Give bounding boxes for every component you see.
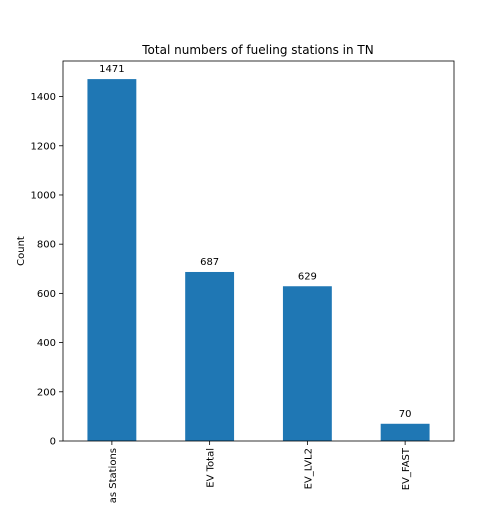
x-axis: Gas Stations EV Total EV_LVL2 EV_FAST bbox=[108, 441, 412, 508]
y-tick-label: 1200 bbox=[31, 141, 56, 152]
x-tick-label: EV_LVL2 bbox=[303, 448, 314, 489]
plot-frame bbox=[62, 60, 455, 442]
y-axis: 0 200 400 600 800 1000 1200 1400 bbox=[31, 92, 63, 448]
x-tick-label: Gas Stations bbox=[108, 448, 119, 504]
data-label: 70 bbox=[399, 409, 412, 420]
y-tick-label: 1000 bbox=[31, 190, 56, 201]
x-tick-label: EV Total bbox=[206, 448, 217, 488]
bar-ev-fast bbox=[380, 423, 430, 441]
bar-ev-lvl2 bbox=[282, 286, 332, 441]
data-label: 687 bbox=[200, 257, 219, 268]
x-tick-label: EV_FAST bbox=[401, 447, 412, 490]
y-tick-label: 0 bbox=[50, 437, 56, 448]
y-tick-label: 1400 bbox=[31, 92, 56, 103]
chart-title: Total numbers of fueling stations in TN bbox=[141, 43, 373, 57]
y-tick-label: 200 bbox=[37, 387, 56, 398]
y-tick-label: 800 bbox=[37, 240, 56, 251]
bars-layer bbox=[87, 79, 430, 441]
bar-gas-stations bbox=[87, 79, 137, 441]
data-labels-layer: 1471 687 629 70 bbox=[99, 64, 411, 420]
y-tick-label: 600 bbox=[37, 289, 56, 300]
bar-ev-total bbox=[185, 271, 235, 441]
y-tick-label: 400 bbox=[37, 338, 56, 349]
y-axis-label: Count bbox=[16, 236, 27, 266]
data-label: 629 bbox=[298, 271, 317, 282]
data-label: 1471 bbox=[99, 64, 124, 75]
